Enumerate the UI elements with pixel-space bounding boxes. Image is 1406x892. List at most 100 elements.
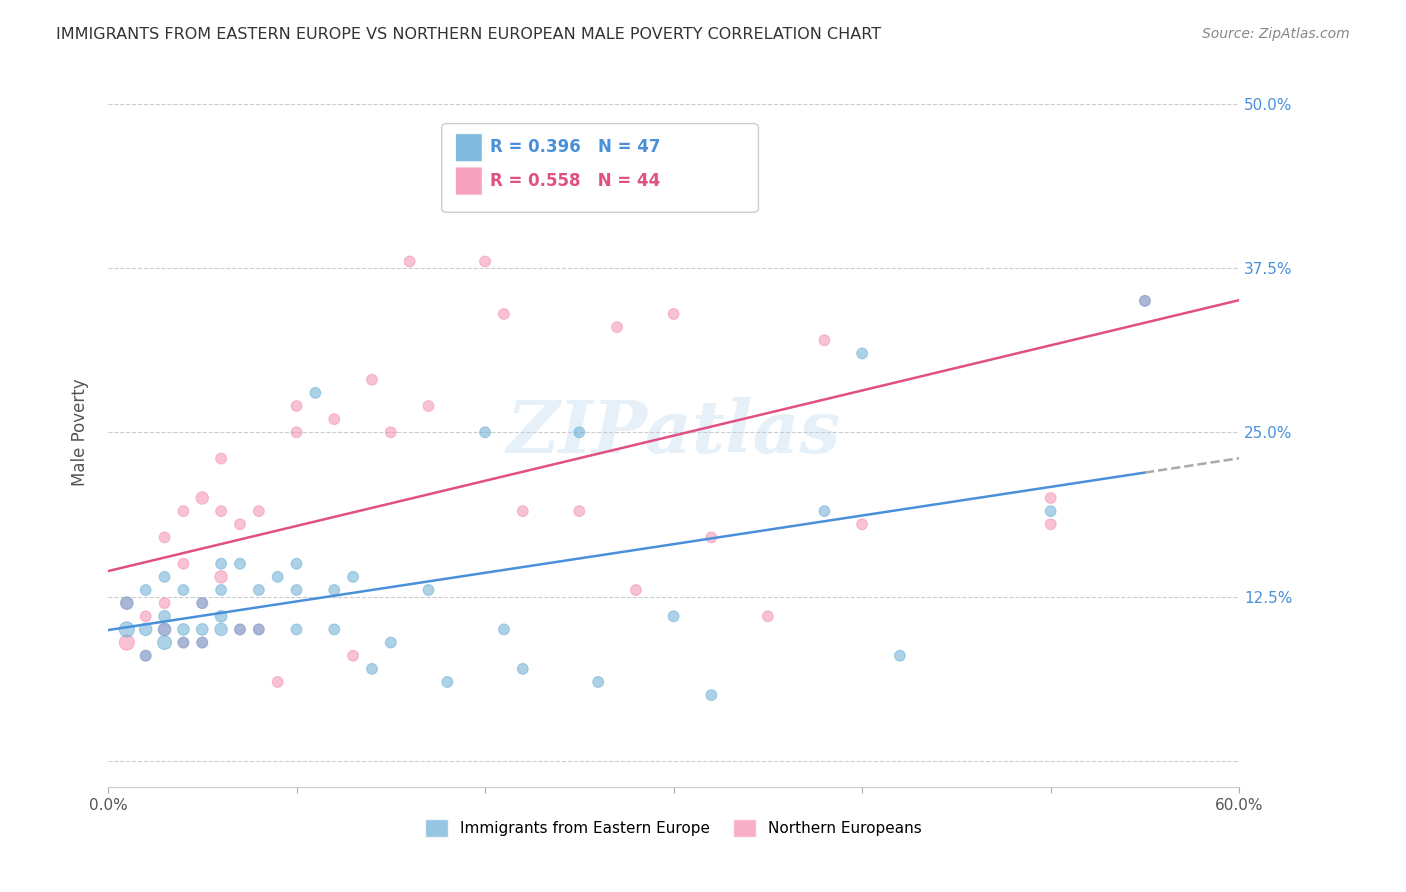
Point: [285, 623, 308, 637]
Point: [700, 688, 723, 702]
Point: [624, 582, 647, 597]
Point: [229, 623, 252, 637]
Point: [191, 635, 214, 649]
Point: [191, 596, 214, 610]
Point: [568, 504, 591, 518]
Point: [323, 582, 346, 597]
Point: [191, 635, 214, 649]
Point: [662, 307, 685, 321]
Point: [361, 662, 384, 676]
Point: [342, 648, 364, 663]
Point: [586, 675, 609, 690]
Point: [851, 517, 873, 532]
Point: [700, 531, 723, 545]
Point: [153, 623, 176, 637]
Point: [492, 307, 515, 321]
Point: [153, 609, 176, 624]
Point: [285, 399, 308, 413]
Point: [266, 570, 288, 584]
Point: [247, 623, 270, 637]
Point: [756, 609, 779, 624]
Point: [247, 504, 270, 518]
Point: [361, 373, 384, 387]
Point: [323, 623, 346, 637]
Text: R = 0.396   N = 47: R = 0.396 N = 47: [491, 138, 661, 156]
Point: [304, 385, 326, 400]
Point: [512, 504, 534, 518]
Point: [662, 609, 685, 624]
FancyBboxPatch shape: [456, 134, 482, 161]
Point: [266, 675, 288, 690]
Point: [153, 570, 176, 584]
Point: [1039, 517, 1062, 532]
Legend: Immigrants from Eastern Europe, Northern Europeans: Immigrants from Eastern Europe, Northern…: [419, 813, 928, 843]
Point: [285, 557, 308, 571]
Point: [247, 582, 270, 597]
FancyBboxPatch shape: [441, 124, 758, 212]
Text: Source: ZipAtlas.com: Source: ZipAtlas.com: [1202, 27, 1350, 41]
Point: [813, 333, 835, 347]
Point: [209, 504, 232, 518]
Point: [172, 504, 194, 518]
Point: [1133, 293, 1156, 308]
Point: [1039, 491, 1062, 505]
Point: [191, 623, 214, 637]
Point: [418, 399, 440, 413]
Point: [153, 635, 176, 649]
Point: [889, 31, 911, 45]
Point: [342, 570, 364, 584]
Point: [115, 635, 138, 649]
Point: [153, 623, 176, 637]
Point: [889, 648, 911, 663]
Point: [209, 557, 232, 571]
Point: [474, 425, 496, 440]
Point: [191, 491, 214, 505]
Point: [209, 623, 232, 637]
Y-axis label: Male Poverty: Male Poverty: [72, 378, 89, 486]
Point: [135, 648, 157, 663]
Text: ZIPatlas: ZIPatlas: [506, 397, 841, 467]
Point: [172, 635, 194, 649]
Point: [380, 635, 402, 649]
Point: [172, 623, 194, 637]
Point: [512, 662, 534, 676]
Point: [209, 582, 232, 597]
Point: [229, 517, 252, 532]
Point: [172, 582, 194, 597]
Point: [851, 346, 873, 360]
Point: [172, 557, 194, 571]
Text: IMMIGRANTS FROM EASTERN EUROPE VS NORTHERN EUROPEAN MALE POVERTY CORRELATION CHA: IMMIGRANTS FROM EASTERN EUROPE VS NORTHE…: [56, 27, 882, 42]
Point: [153, 531, 176, 545]
Point: [209, 570, 232, 584]
Point: [285, 425, 308, 440]
Point: [323, 412, 346, 426]
Point: [209, 609, 232, 624]
Point: [172, 635, 194, 649]
Point: [209, 451, 232, 466]
Point: [606, 320, 628, 334]
Point: [568, 425, 591, 440]
Point: [285, 582, 308, 597]
Point: [247, 623, 270, 637]
Point: [813, 504, 835, 518]
Point: [115, 596, 138, 610]
Point: [418, 582, 440, 597]
Point: [492, 623, 515, 637]
FancyBboxPatch shape: [456, 167, 482, 195]
Point: [191, 596, 214, 610]
Text: R = 0.558   N = 44: R = 0.558 N = 44: [491, 172, 661, 190]
Point: [1039, 504, 1062, 518]
Point: [380, 425, 402, 440]
Point: [135, 582, 157, 597]
Point: [1133, 293, 1156, 308]
Point: [115, 596, 138, 610]
Point: [135, 623, 157, 637]
Point: [474, 254, 496, 268]
Point: [135, 648, 157, 663]
Point: [398, 254, 420, 268]
Point: [153, 596, 176, 610]
Point: [436, 675, 458, 690]
Point: [229, 557, 252, 571]
Point: [135, 609, 157, 624]
Point: [115, 623, 138, 637]
